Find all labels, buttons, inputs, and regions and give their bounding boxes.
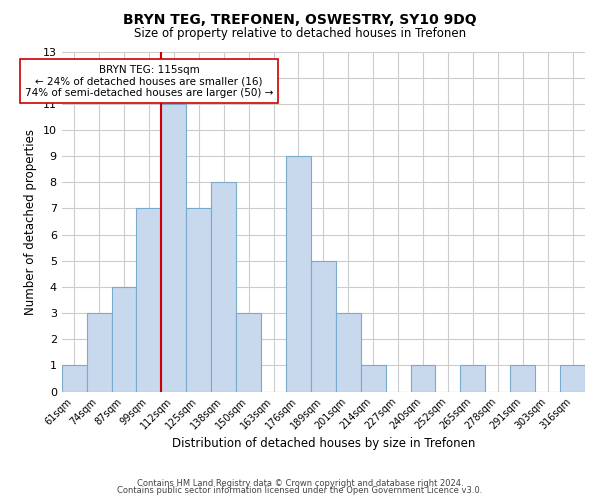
Bar xyxy=(161,104,186,392)
Bar xyxy=(311,261,336,392)
Bar xyxy=(286,156,311,392)
Bar xyxy=(112,287,136,392)
Bar xyxy=(460,366,485,392)
Text: Contains public sector information licensed under the Open Government Licence v3: Contains public sector information licen… xyxy=(118,486,482,495)
Bar xyxy=(560,366,585,392)
Y-axis label: Number of detached properties: Number of detached properties xyxy=(24,128,37,314)
Bar xyxy=(211,182,236,392)
Bar xyxy=(510,366,535,392)
Text: Contains HM Land Registry data © Crown copyright and database right 2024.: Contains HM Land Registry data © Crown c… xyxy=(137,478,463,488)
Bar xyxy=(62,366,86,392)
Bar xyxy=(410,366,436,392)
Text: Size of property relative to detached houses in Trefonen: Size of property relative to detached ho… xyxy=(134,28,466,40)
Bar xyxy=(361,366,386,392)
X-axis label: Distribution of detached houses by size in Trefonen: Distribution of detached houses by size … xyxy=(172,437,475,450)
Bar xyxy=(86,313,112,392)
Bar xyxy=(186,208,211,392)
Bar xyxy=(136,208,161,392)
Text: BRYN TEG, TREFONEN, OSWESTRY, SY10 9DQ: BRYN TEG, TREFONEN, OSWESTRY, SY10 9DQ xyxy=(123,12,477,26)
Bar xyxy=(236,313,261,392)
Text: BRYN TEG: 115sqm
← 24% of detached houses are smaller (16)
74% of semi-detached : BRYN TEG: 115sqm ← 24% of detached house… xyxy=(25,64,273,98)
Bar xyxy=(336,313,361,392)
